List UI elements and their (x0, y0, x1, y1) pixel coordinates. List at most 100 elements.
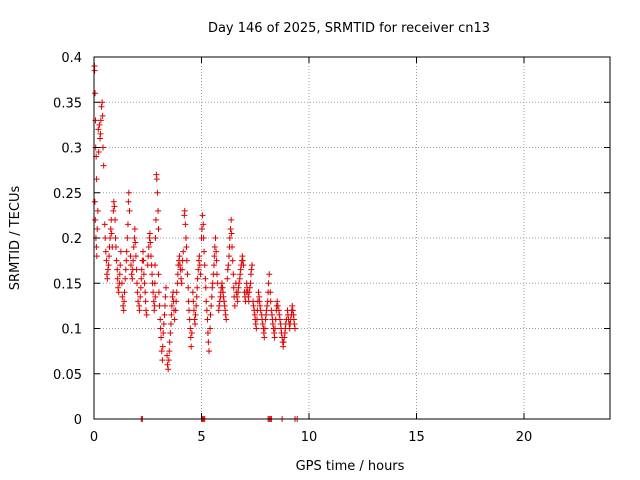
data-point (152, 293, 159, 300)
data-point (225, 262, 232, 269)
data-point (184, 271, 191, 278)
data-point (119, 293, 126, 300)
data-point (203, 298, 210, 305)
data-point (132, 253, 139, 260)
data-point (91, 67, 98, 74)
data-point (252, 320, 259, 327)
data-point (157, 325, 164, 332)
x-tick-label: 10 (301, 430, 318, 445)
data-point (200, 235, 207, 241)
data-point (185, 284, 192, 291)
data-point (140, 248, 147, 255)
data-point (151, 280, 158, 287)
data-point (132, 239, 139, 246)
y-tick-label: 0.4 (61, 51, 82, 66)
data-point (113, 257, 120, 264)
data-point (267, 298, 274, 305)
data-point (192, 320, 199, 327)
data-point (236, 280, 243, 287)
data-point (92, 216, 99, 223)
data-point (227, 225, 234, 232)
data-point (213, 248, 220, 255)
data-point (226, 253, 233, 260)
data-point (124, 221, 131, 228)
data-point (256, 302, 263, 309)
data-point (100, 162, 107, 169)
data-point (166, 339, 173, 346)
data-point (265, 280, 272, 287)
data-point (211, 253, 218, 260)
data-point (188, 343, 195, 350)
y-tick-label: 0.1 (61, 323, 82, 338)
data-point (115, 289, 122, 296)
data-point (98, 103, 105, 110)
data-point (99, 99, 106, 106)
data-point (160, 320, 167, 327)
data-point (125, 189, 132, 196)
data-point (147, 239, 154, 246)
data-point (106, 253, 113, 260)
data-point (102, 248, 109, 255)
data-point (187, 334, 194, 341)
data-point (193, 302, 200, 309)
data-point (137, 293, 144, 300)
y-tick-label: 0.05 (53, 368, 82, 383)
data-point (97, 135, 104, 142)
y-tick-label: 0.35 (53, 96, 82, 111)
data-point (100, 144, 107, 151)
data-point (194, 275, 201, 282)
data-point (200, 221, 207, 228)
data-point (230, 271, 237, 278)
data-point (253, 316, 260, 323)
data-point (194, 284, 201, 291)
data-point (274, 302, 281, 309)
data-point (112, 216, 119, 223)
data-point (161, 311, 168, 318)
data-point (237, 266, 244, 273)
data-point (168, 311, 175, 318)
data-point (224, 266, 231, 273)
data-point (182, 221, 189, 228)
data-point (127, 262, 134, 269)
data-point (159, 357, 166, 364)
data-point (97, 117, 104, 124)
data-point (257, 307, 264, 314)
data-point (158, 334, 165, 341)
data-point (192, 311, 199, 318)
data-point (93, 176, 100, 183)
data-point (99, 112, 106, 119)
data-point (229, 244, 236, 251)
data-point (193, 293, 200, 300)
data-point (247, 280, 254, 287)
data-point (105, 262, 112, 269)
data-point (179, 266, 186, 273)
data-point (158, 348, 165, 355)
data-point (203, 307, 210, 314)
data-point (134, 289, 141, 296)
data-point (174, 271, 181, 278)
data-point (162, 293, 169, 300)
x-tick-label: 15 (408, 430, 425, 445)
data-point (197, 271, 204, 278)
y-tick-label: 0.25 (53, 187, 82, 202)
data-point (272, 325, 279, 332)
data-point (112, 235, 119, 241)
data-point (183, 257, 190, 264)
data-point (147, 253, 154, 260)
data-point (118, 280, 125, 287)
data-point (271, 334, 278, 341)
data-point (164, 361, 171, 368)
data-point (198, 225, 205, 232)
data-point (246, 284, 253, 291)
data-point (167, 320, 174, 327)
data-point (150, 289, 157, 296)
data-point (103, 257, 110, 264)
data-point (292, 325, 299, 332)
data-point (233, 293, 240, 300)
data-point (166, 348, 173, 355)
y-tick-label: 0.15 (53, 277, 82, 292)
data-points (91, 63, 301, 422)
data-point (131, 225, 138, 232)
data-point (210, 262, 217, 269)
